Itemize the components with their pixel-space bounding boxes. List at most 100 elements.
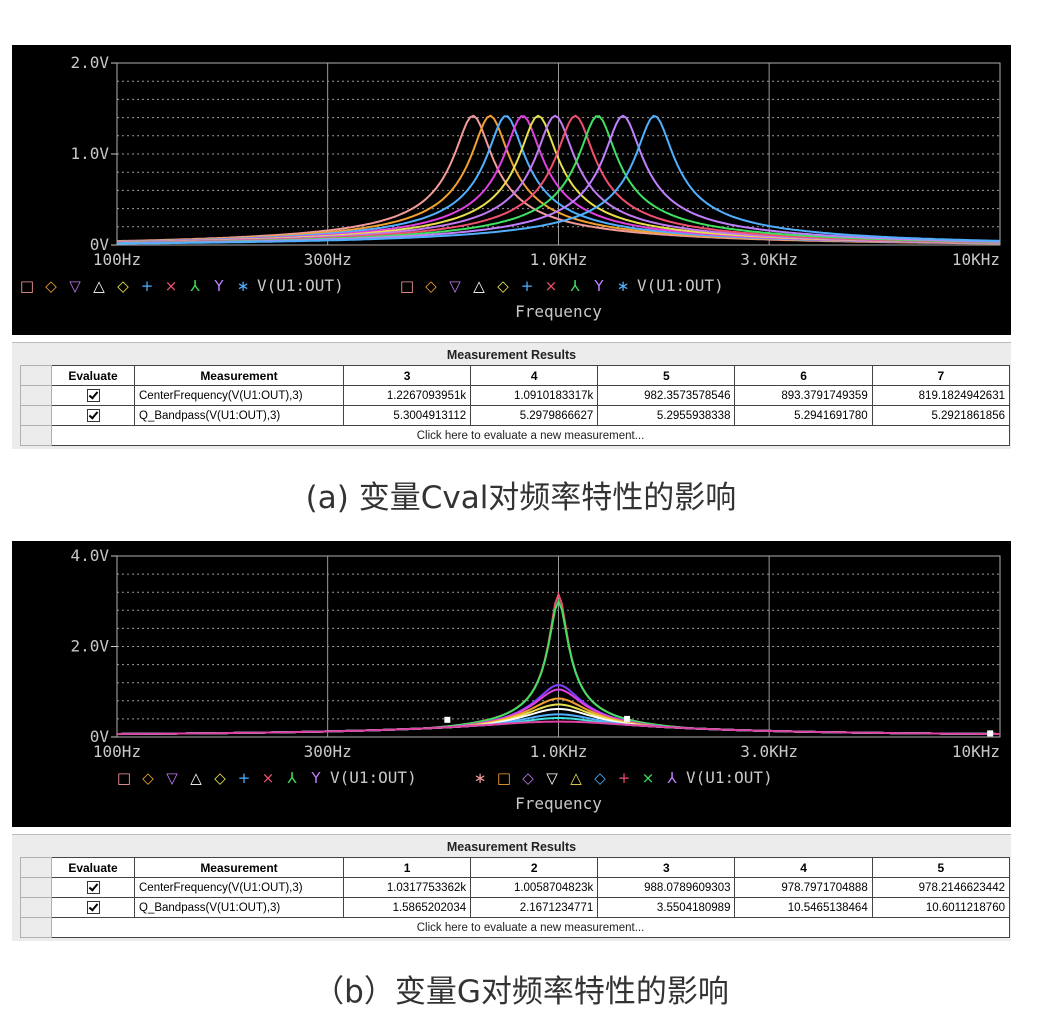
legend-marker: ▽ (69, 277, 81, 295)
col-header-run: 6 (734, 365, 873, 386)
legend-marker: Y (310, 769, 321, 787)
new-measurement-link[interactable]: Click here to evaluate a new measurement… (51, 425, 1010, 446)
col-header-run: 3 (342, 365, 472, 386)
y-tick-label: 1.0V (70, 144, 109, 163)
value-cell: 10.6011218760 (871, 897, 1011, 918)
measurement-name[interactable]: Q_Bandpass(V(U1:OUT),3) (134, 897, 344, 918)
legend-marker: ◇ (117, 277, 129, 295)
value-cell: 988.0789609303 (597, 877, 736, 898)
legend-label: V(U1:OUT) (330, 768, 417, 787)
measurement-panel-a: Measurement Results Evaluate Measurement… (12, 342, 1011, 449)
measurement-name[interactable]: Q_Bandpass(V(U1:OUT),3) (134, 405, 344, 426)
legend-marker: ▽ (449, 277, 461, 295)
col-header-run: 5 (871, 857, 1011, 878)
legend-marker: ∗ (237, 277, 250, 295)
col-header-evaluate: Evaluate (51, 857, 135, 878)
row-header-cell (20, 405, 52, 426)
legend-marker: ⅄ (286, 769, 297, 787)
y-tick-label: 0V (90, 727, 110, 746)
legend-marker: × (642, 769, 655, 787)
new-measurement-row[interactable]: Click here to evaluate a new measurement… (20, 917, 1010, 938)
checkbox[interactable] (86, 901, 100, 914)
new-measurement-link[interactable]: Click here to evaluate a new measurement… (51, 917, 1010, 938)
table-header-row: Evaluate Measurement 3 4 5 6 7 (20, 365, 1011, 386)
legend-marker: △ (570, 769, 582, 787)
legend-marker: × (165, 277, 178, 295)
legend-marker: ⅄ (569, 277, 580, 295)
cursor-marker[interactable] (444, 716, 451, 723)
legend-marker: □ (20, 277, 34, 295)
value-cell: 5.2941691780 (734, 405, 873, 426)
legend-marker: ◇ (594, 769, 606, 787)
value-cell: 978.2146623442 (871, 877, 1011, 898)
legend-marker: △ (190, 769, 202, 787)
table-header-row: Evaluate Measurement 1 2 3 4 5 (20, 857, 1011, 878)
legend-marker: + (521, 277, 534, 295)
measurement-title: Measurement Results (446, 348, 577, 362)
value-cell: 2.1671234771 (470, 897, 599, 918)
cursor-marker[interactable] (624, 715, 631, 722)
legend-marker: □ (497, 769, 511, 787)
x-tick-label: 1.0KHz (530, 742, 588, 761)
evaluate-checkbox-cell[interactable] (51, 897, 135, 918)
legend-marker: □ (400, 277, 414, 295)
x-axis-label: Frequency (515, 794, 602, 813)
legend-marker: ▽ (166, 769, 178, 787)
caption-a: (a) 变量Cval对频率特性的影响 (305, 480, 737, 516)
chart-a-svg: 100Hz 300Hz 1.0KHz 3.0KHz 10KHz 2.0V 1.0V 0V □ ◇ ▽… (20, 53, 1001, 321)
legend-marker: ◇ (425, 277, 437, 295)
legend-marker: △ (93, 277, 105, 295)
measurement-table-b: Evaluate Measurement 1 2 3 4 5 CenterFre… (20, 857, 1011, 938)
value-cell: 978.7971704888 (734, 877, 873, 898)
plot-b: 100Hz 300Hz 1.0KHz 3.0KHz 10KHz 4.0V 2.0V 0V □ ◇ ▽… (12, 541, 1011, 827)
table-row: CenterFrequency(V(U1:OUT),3) 1.226709395… (20, 385, 1011, 406)
legend-marker: ⅄ (666, 769, 677, 787)
x-axis-label: Frequency (515, 302, 602, 321)
col-header-run: 5 (597, 365, 736, 386)
legend-marker: ◇ (142, 769, 154, 787)
value-cell: 1.0910183317k (470, 385, 599, 406)
caption-b: （b）变量G对频率特性的影响 (313, 974, 729, 1010)
col-header-run: 7 (871, 365, 1011, 386)
legend-marker: + (618, 769, 631, 787)
value-cell: 1.2267093951k (342, 385, 472, 406)
checkbox[interactable] (86, 881, 100, 894)
col-header-run: 2 (470, 857, 599, 878)
value-cell: 5.2955938338 (597, 405, 736, 426)
evaluate-checkbox-cell[interactable] (51, 877, 135, 898)
new-measurement-row[interactable]: Click here to evaluate a new measurement… (20, 425, 1010, 446)
col-header-measurement: Measurement (134, 857, 344, 878)
x-tick-label: 10KHz (952, 742, 1000, 761)
value-cell: 893.3791749359 (734, 385, 873, 406)
chart-b-svg: 100Hz 300Hz 1.0KHz 3.0KHz 10KHz 4.0V 2.0V 0V □ ◇ ▽… (70, 546, 1001, 813)
measurement-name[interactable]: CenterFrequency(V(U1:OUT),3) (134, 385, 344, 406)
measurement-panel-b: Measurement Results Evaluate Measurement… (12, 834, 1011, 941)
row-header-cell (20, 425, 52, 446)
value-cell: 5.3004913112 (342, 405, 472, 426)
x-tick-label: 10KHz (952, 250, 1000, 269)
value-cell: 3.5504180989 (597, 897, 736, 918)
legend-marker: × (545, 277, 558, 295)
checkbox[interactable] (86, 389, 100, 402)
measurement-table-a: Evaluate Measurement 3 4 5 6 7 CenterFre… (20, 365, 1011, 446)
y-tick-label: 2.0V (70, 637, 109, 656)
value-cell: 1.0317753362k (342, 877, 472, 898)
measurement-name[interactable]: CenterFrequency(V(U1:OUT),3) (134, 877, 344, 898)
legend-marker: × (262, 769, 275, 787)
series-line (117, 720, 1000, 735)
legend-label: V(U1:OUT) (637, 276, 724, 295)
x-tick-label: 3.0KHz (740, 250, 798, 269)
checkbox[interactable] (86, 409, 100, 422)
legend-label: V(U1:OUT) (686, 768, 773, 787)
x-tick-label: 3.0KHz (740, 742, 798, 761)
legend-marker: + (238, 769, 251, 787)
x-tick-label: 100Hz (93, 250, 141, 269)
legend-marker: ▽ (546, 769, 558, 787)
table-row: Q_Bandpass(V(U1:OUT),3) 1.5865202034 2.1… (20, 897, 1011, 918)
legend-marker: + (141, 277, 154, 295)
cursor-marker[interactable] (987, 730, 994, 737)
evaluate-checkbox-cell[interactable] (51, 405, 135, 426)
evaluate-checkbox-cell[interactable] (51, 385, 135, 406)
legend-marker: ◇ (497, 277, 509, 295)
row-header-cell (20, 385, 52, 406)
